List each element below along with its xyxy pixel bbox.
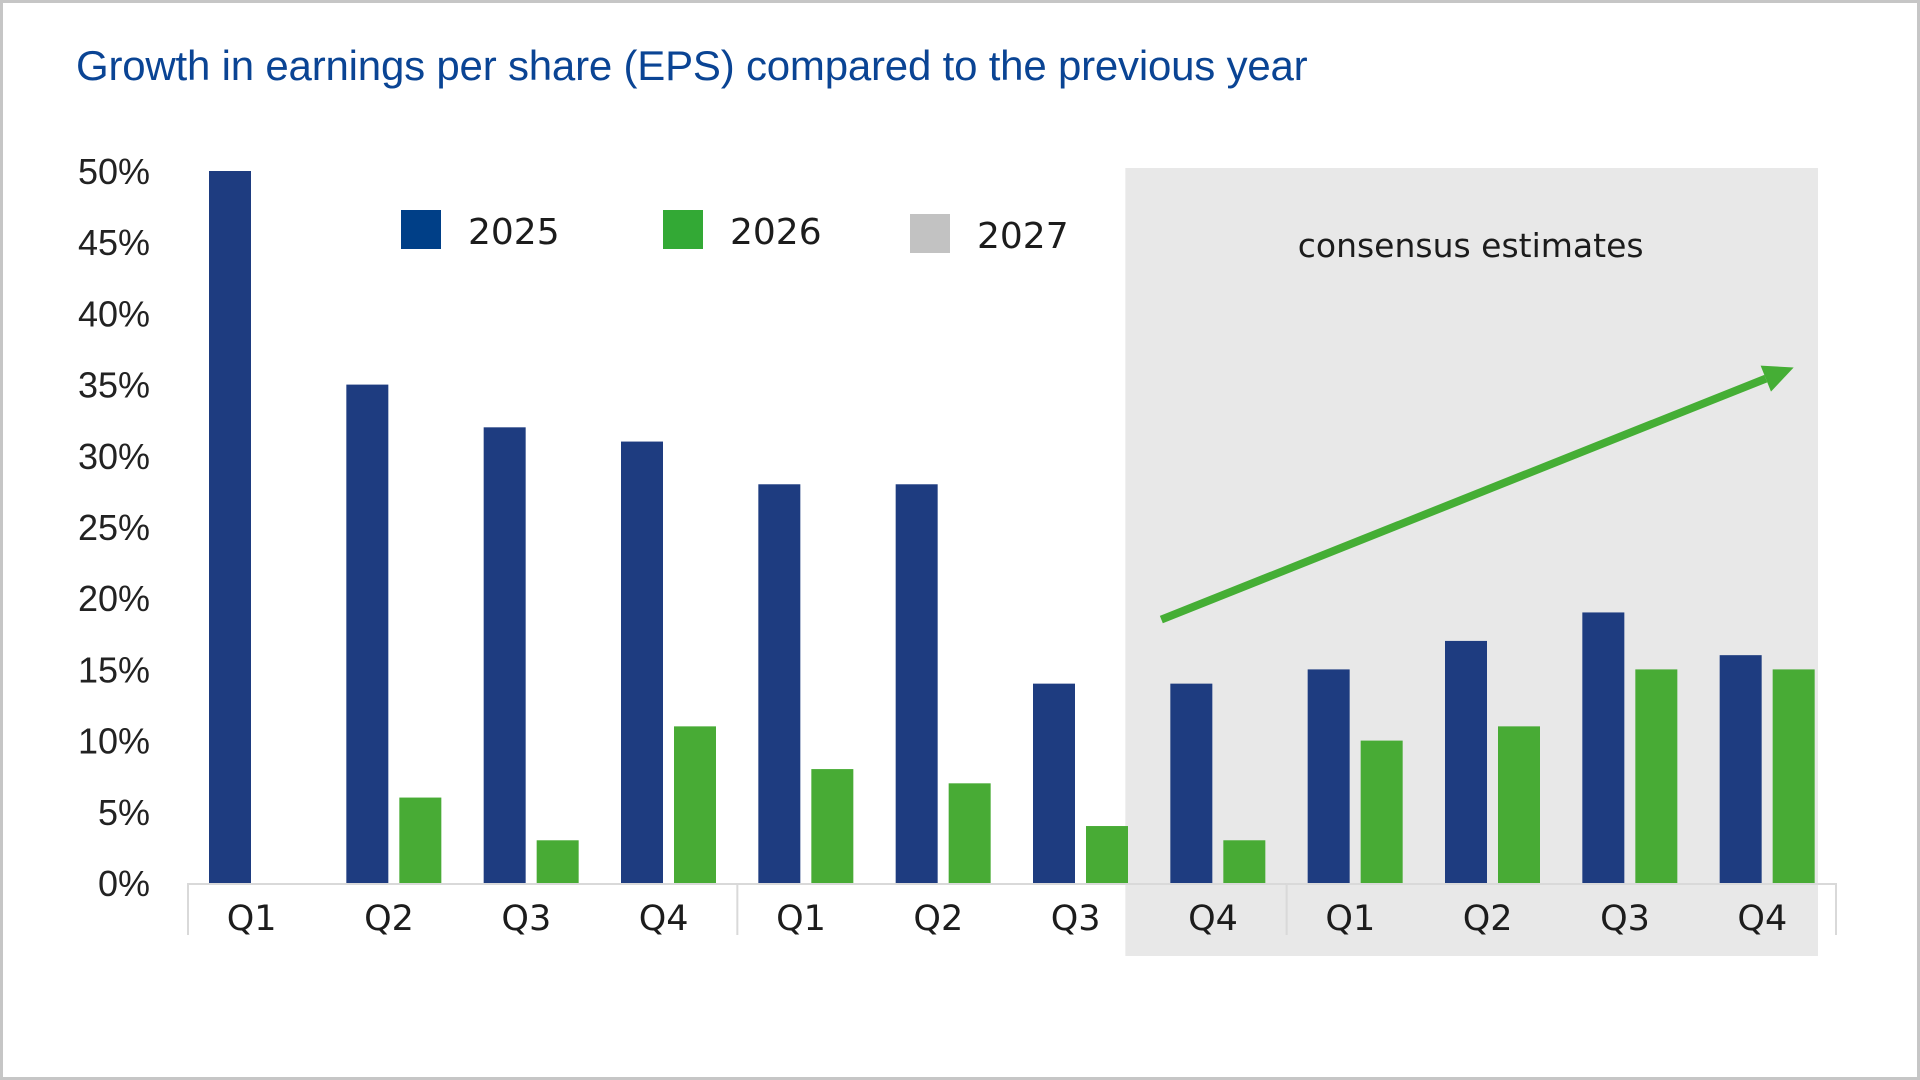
annotation-layer — [1159, 365, 1794, 624]
y-tick-label: 40% — [78, 293, 150, 334]
legend: 2025 2026 2027 — [401, 210, 1069, 257]
blue-bar — [346, 384, 389, 883]
blue-bar — [1307, 669, 1350, 883]
x-tick-label: Q2 — [364, 899, 414, 939]
legend-swatch — [663, 210, 703, 249]
legend-label: 2026 — [730, 212, 822, 253]
green-bar — [1772, 669, 1815, 883]
consensus-estimates-label: consensus estimates — [1298, 226, 1644, 265]
y-tick-label: 35% — [78, 365, 150, 406]
y-tick-label: 25% — [78, 507, 150, 548]
blue-bar — [1719, 655, 1762, 883]
green-bar — [1360, 740, 1403, 883]
y-tick-label: 10% — [78, 721, 150, 762]
legend-label: 2027 — [977, 216, 1069, 257]
chart-title: Growth in earnings per share (EPS) compa… — [76, 42, 1308, 89]
blue-bar — [1033, 683, 1075, 883]
bar-layer — [209, 171, 1815, 883]
green-bar — [399, 797, 442, 883]
x-tick-label: Q4 — [1737, 899, 1787, 939]
blue-bar — [1582, 612, 1625, 883]
blue-bar — [758, 484, 801, 883]
x-tick-label: Q1 — [776, 899, 826, 939]
y-tick-label: 0% — [98, 863, 150, 904]
x-tick-label: Q3 — [501, 899, 551, 939]
x-tick-label: Q4 — [639, 899, 689, 939]
y-tick-label: 45% — [78, 222, 150, 263]
x-tick-label: Q2 — [1463, 899, 1513, 939]
blue-bar — [621, 441, 663, 883]
x-tick-label: Q1 — [227, 899, 277, 939]
green-bar — [811, 769, 854, 883]
trend-arrow-head — [1760, 365, 1794, 392]
x-tick-label: Q3 — [1051, 899, 1101, 939]
legend-item-2027: 2027 — [910, 214, 1069, 257]
axis-layer: 0% 5% 10% 15% 20% 25% 30% 35% 40% 45% 50% Q1 Q2 Q3 Q4 Q… — [78, 151, 1837, 939]
legend-swatch — [401, 210, 441, 249]
green-bar — [1498, 726, 1540, 883]
y-tick-label: 20% — [78, 578, 150, 619]
legend-item-2025: 2025 — [401, 210, 560, 253]
legend-item-2026: 2026 — [663, 210, 822, 253]
y-tick-label: 50% — [78, 151, 150, 192]
green-bar — [1086, 826, 1128, 883]
y-tick-label: 5% — [98, 792, 150, 833]
green-bar — [1223, 840, 1266, 883]
blue-bar — [209, 171, 251, 883]
green-bar — [1635, 669, 1678, 883]
green-bar — [948, 783, 991, 883]
x-tick-label: Q4 — [1188, 899, 1238, 939]
x-tick-label: Q2 — [913, 899, 963, 939]
legend-label: 2025 — [468, 212, 560, 253]
y-tick-label: 15% — [78, 649, 150, 690]
blue-bar — [483, 427, 526, 883]
x-tick-label: Q3 — [1600, 899, 1650, 939]
trend-arrow-line — [1159, 374, 1768, 624]
green-bar — [536, 840, 579, 883]
legend-swatch — [910, 214, 950, 253]
x-tick-label: Q1 — [1325, 899, 1375, 939]
blue-bar — [1445, 640, 1487, 883]
blue-bar — [895, 484, 938, 883]
y-tick-label: 30% — [78, 436, 150, 477]
blue-bar — [1170, 683, 1213, 883]
green-bar — [674, 726, 716, 883]
